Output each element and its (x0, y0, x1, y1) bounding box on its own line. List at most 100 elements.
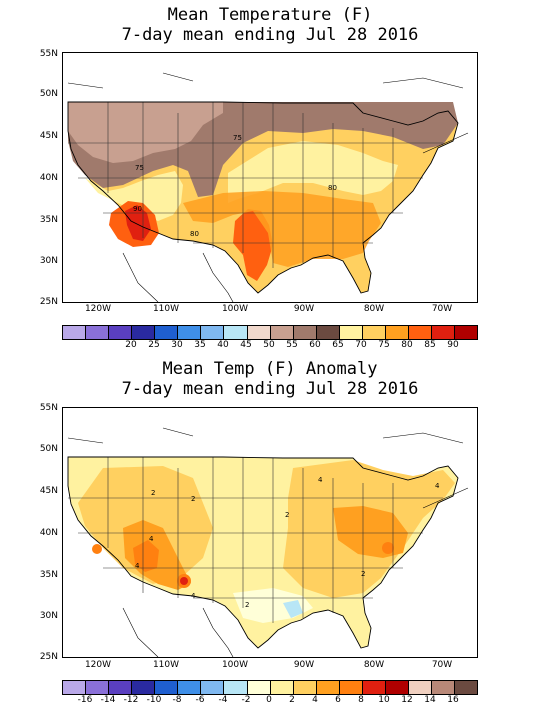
map2-title-line1: Mean Temp (F) Anomaly (162, 359, 378, 379)
map1-contour-label: 75 (233, 134, 242, 142)
colorbar-swatch (86, 326, 110, 339)
map2-frame: 2 2 4 2 4 4 2 2 4 4 (62, 407, 478, 658)
map2-contour-label: 2 (191, 495, 195, 503)
colorbar-tick-label: 25 (148, 340, 160, 350)
colorbar-swatch (247, 681, 271, 694)
map2-hotspot-west (92, 544, 102, 554)
map2-colorbar (62, 680, 478, 695)
lon-label: 80W (363, 660, 385, 670)
lon-label: 120W (84, 660, 112, 670)
lon-label: 120W (84, 304, 112, 314)
colorbar-swatch (224, 681, 248, 694)
lat-label: 35N (39, 570, 58, 580)
colorbar-tick-label: 40 (217, 340, 229, 350)
colorbar-swatch (270, 326, 294, 339)
colorbar-swatch (408, 326, 432, 339)
colorbar-tick-label: -8 (172, 695, 182, 705)
lon-label: 70W (431, 304, 453, 314)
colorbar-swatch (455, 326, 478, 339)
colorbar-tick-label: -16 (77, 695, 93, 705)
map2-contour-label: 4 (191, 592, 196, 600)
colorbar-swatch (201, 326, 225, 339)
lat-label: 25N (39, 652, 58, 662)
colorbar-swatch (339, 326, 363, 339)
map2-contour-label: 4 (435, 482, 440, 490)
colorbar-swatch (155, 326, 179, 339)
map2-contour-label: 4 (149, 535, 154, 543)
colorbar-tick-label: 35 (194, 340, 206, 350)
colorbar-swatch (132, 681, 156, 694)
colorbar-tick-label: -12 (123, 695, 139, 705)
lat-label: 45N (39, 131, 58, 141)
map2-title-line2: 7-day mean ending Jul 28 2016 (121, 379, 419, 399)
lat-label: 30N (39, 611, 58, 621)
map1-title-line2: 7-day mean ending Jul 28 2016 (121, 25, 419, 45)
lat-label: 40N (39, 173, 58, 183)
colorbar-swatch (270, 681, 294, 694)
colorbar-tick-label: 70 (355, 340, 367, 350)
colorbar-swatch (316, 681, 340, 694)
colorbar-swatch (109, 681, 133, 694)
map1-colorbar (62, 325, 478, 340)
map1-region-90-sw (125, 205, 151, 241)
map1-region-75-80 (228, 141, 398, 203)
colorbar-swatch (385, 681, 409, 694)
lon-label: 100W (221, 304, 249, 314)
colorbar-swatch (132, 326, 156, 339)
lon-label: 80W (363, 304, 385, 314)
colorbar-swatch (155, 681, 179, 694)
map2-contour-label: 4 (135, 562, 140, 570)
lat-label: 50N (39, 89, 58, 99)
colorbar-tick-label: 75 (378, 340, 390, 350)
map1-region-65-70 (68, 102, 223, 163)
colorbar-tick-label: -4 (218, 695, 228, 705)
map1-colorbar-labels: 20 25 30 35 40 45 50 55 60 65 70 75 80 85 90 (62, 340, 476, 352)
colorbar-swatch (247, 326, 271, 339)
colorbar-tick-label: -14 (100, 695, 116, 705)
lat-label: 35N (39, 215, 58, 225)
colorbar-swatch (339, 681, 363, 694)
colorbar-swatch (432, 326, 456, 339)
map1-state-lines (68, 102, 443, 268)
map2-contour-label: 4 (318, 476, 323, 484)
colorbar-tick-label: -10 (146, 695, 162, 705)
lon-label: 110W (152, 660, 180, 670)
map2-contour-label: 2 (151, 489, 155, 497)
map1-contour-label: 90 (133, 205, 142, 213)
map1-region-80-85 (183, 191, 381, 267)
colorbar-tick-label: -6 (195, 695, 205, 705)
lon-label: 110W (152, 304, 180, 314)
map2-contour-label: 2 (361, 570, 365, 578)
map2-colorbar-labels: -16 -14 -12 -10 -8 -6 -4 -2 0 2 4 6 8 10 12 14 16 (62, 695, 476, 707)
colorbar-tick-label: 12 (401, 695, 413, 705)
colorbar-tick-label: 60 (309, 340, 321, 350)
map1-frame: 75 75 80 90 80 (62, 52, 478, 303)
colorbar-tick-label: 65 (332, 340, 344, 350)
colorbar-tick-label: 4 (312, 695, 318, 705)
colorbar-tick-label: 10 (378, 695, 390, 705)
colorbar-tick-label: -2 (241, 695, 251, 705)
colorbar-tick-label: 80 (401, 340, 413, 350)
map1-us-outline (67, 101, 459, 294)
colorbar-tick-label: 85 (424, 340, 436, 350)
colorbar-swatch (455, 681, 478, 694)
map2-contour-label: 2 (245, 601, 249, 609)
colorbar-tick-label: 50 (263, 340, 275, 350)
colorbar-tick-label: 0 (266, 695, 272, 705)
colorbar-swatch (178, 326, 202, 339)
map1-contour-label: 80 (328, 184, 337, 192)
colorbar-swatch (293, 326, 317, 339)
map1-svg: 75 75 80 90 80 (67, 72, 469, 302)
map2-svg: 2 2 4 2 4 4 2 2 4 4 (67, 427, 469, 657)
map2-hotspot-east (382, 542, 394, 554)
colorbar-tick-label: 16 (447, 695, 459, 705)
map1-mexico-coast (122, 252, 234, 302)
map2-mexico-coast (122, 607, 234, 657)
lat-label: 50N (39, 444, 58, 454)
colorbar-swatch (178, 681, 202, 694)
colorbar-tick-label: 30 (171, 340, 183, 350)
map2-us-outline (67, 456, 459, 649)
lat-label: 55N (39, 49, 58, 59)
colorbar-swatch (362, 326, 386, 339)
map1-coast-lines (67, 72, 469, 154)
